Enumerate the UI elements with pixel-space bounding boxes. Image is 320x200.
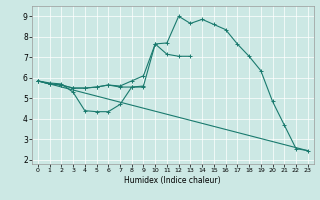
X-axis label: Humidex (Indice chaleur): Humidex (Indice chaleur) bbox=[124, 176, 221, 185]
